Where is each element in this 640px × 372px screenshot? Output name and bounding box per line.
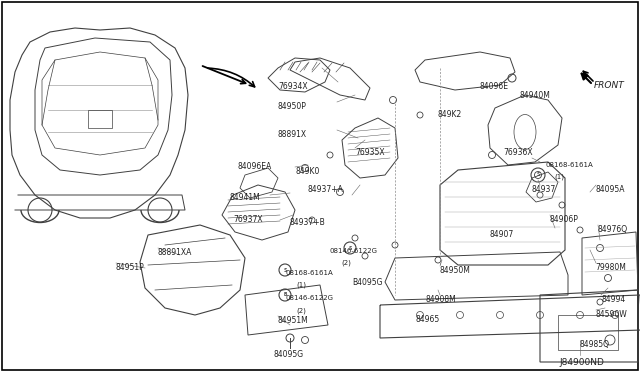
- Text: 76935X: 76935X: [355, 148, 385, 157]
- Text: 84950M: 84950M: [440, 266, 471, 275]
- Text: B: B: [284, 292, 287, 298]
- Text: FRONT: FRONT: [594, 81, 625, 90]
- Text: (2): (2): [341, 260, 351, 266]
- Text: S: S: [348, 246, 351, 250]
- Text: 08168-6161A: 08168-6161A: [285, 270, 333, 276]
- Text: 88891X: 88891X: [278, 130, 307, 139]
- Text: 08146-6122G: 08146-6122G: [285, 295, 333, 301]
- Text: 84965: 84965: [415, 315, 439, 324]
- Bar: [88, 110, 112, 128]
- Text: 84941M: 84941M: [230, 193, 260, 202]
- Text: 84994: 84994: [601, 295, 625, 304]
- Text: B4095G: B4095G: [352, 278, 383, 287]
- Text: S: S: [536, 173, 540, 177]
- Text: 76936X: 76936X: [503, 148, 532, 157]
- Text: 08146-6122G: 08146-6122G: [330, 248, 378, 254]
- Text: 08168-6161A: 08168-6161A: [545, 162, 593, 168]
- Text: 84985Q: 84985Q: [580, 340, 610, 349]
- Text: 84096E: 84096E: [479, 82, 508, 91]
- Text: 84951M: 84951M: [278, 316, 308, 325]
- Text: 849K0: 849K0: [295, 167, 319, 176]
- Text: 84906P: 84906P: [549, 215, 578, 224]
- Bar: [558, 315, 618, 350]
- Text: (2): (2): [296, 307, 306, 314]
- Text: 84908M: 84908M: [425, 295, 456, 304]
- Text: 88891XA: 88891XA: [158, 248, 193, 257]
- Text: 84096EA: 84096EA: [238, 162, 272, 171]
- Text: 84907: 84907: [490, 230, 515, 239]
- Text: (1): (1): [554, 174, 564, 180]
- Text: 849K2: 849K2: [437, 110, 461, 119]
- Text: 84937+A: 84937+A: [308, 185, 344, 194]
- Text: 84940M: 84940M: [519, 91, 550, 100]
- Text: 84095A: 84095A: [596, 185, 625, 194]
- Text: 79980M: 79980M: [595, 263, 626, 272]
- Text: 84950P: 84950P: [278, 102, 307, 111]
- Text: 76934X: 76934X: [278, 82, 308, 91]
- Text: J84900ND: J84900ND: [559, 358, 604, 367]
- Text: 84951P: 84951P: [116, 263, 145, 272]
- Text: S: S: [284, 267, 287, 273]
- Text: (1): (1): [296, 282, 306, 289]
- Text: 84976Q: 84976Q: [598, 225, 628, 234]
- Text: 76937X: 76937X: [233, 215, 262, 224]
- Text: 84590W: 84590W: [596, 310, 628, 319]
- Text: 84095G: 84095G: [273, 350, 303, 359]
- Text: 84937+B: 84937+B: [290, 218, 326, 227]
- Text: 84937: 84937: [531, 185, 556, 194]
